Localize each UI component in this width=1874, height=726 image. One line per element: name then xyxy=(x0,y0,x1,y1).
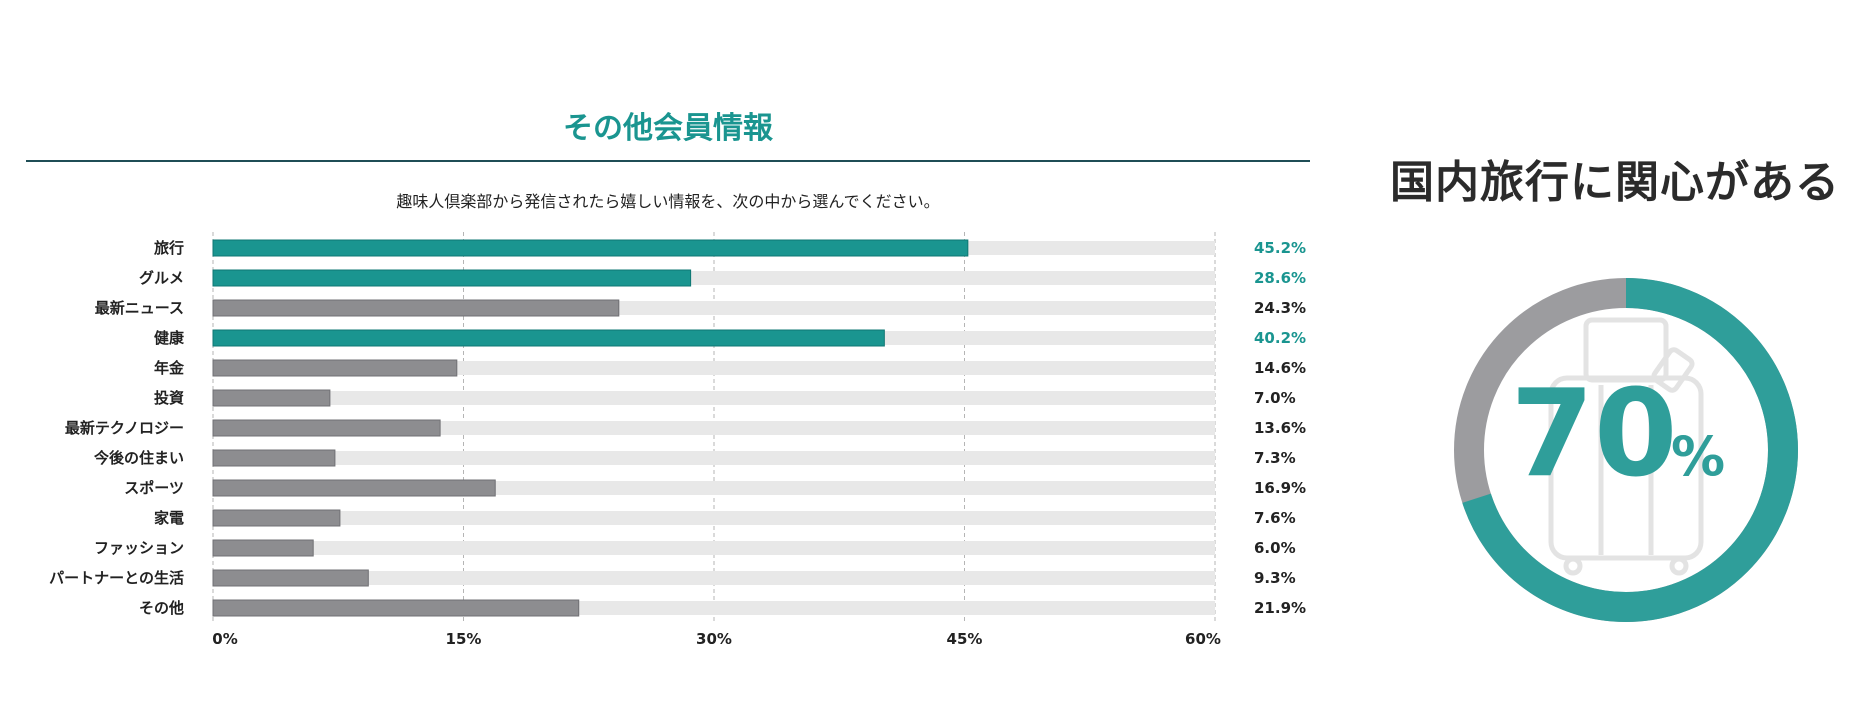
donut-value: 70 xyxy=(1511,365,1678,504)
value-label: 40.2% xyxy=(1254,329,1306,347)
category-label: 年金 xyxy=(154,359,185,377)
donut-slice-interested xyxy=(1454,278,1798,622)
value-label: 7.0% xyxy=(1254,389,1296,407)
value-label: 24.3% xyxy=(1254,299,1306,317)
donut-unit: % xyxy=(1671,425,1725,488)
bar-rows: 旅行 45.2% グルメ 28.6% 最新ニュース 24.3% 健康 40.2% 年金 14.6%… xyxy=(49,239,1306,617)
category-label: 今後の住まい xyxy=(93,449,184,467)
bar xyxy=(212,449,336,467)
bar-track xyxy=(213,511,1215,525)
bar-track xyxy=(213,571,1215,585)
bar xyxy=(212,389,331,407)
bar-track xyxy=(213,421,1215,435)
category-label: 最新テクノロジー xyxy=(65,419,184,437)
x-tick-label: 60% xyxy=(1185,630,1221,648)
donut-chart: 70% xyxy=(1454,278,1798,622)
x-tick-label: 15% xyxy=(446,630,482,648)
bar xyxy=(212,419,441,437)
value-label: 14.6% xyxy=(1254,359,1306,377)
value-label: 13.6% xyxy=(1254,419,1306,437)
category-label: 旅行 xyxy=(154,239,184,257)
bar-track xyxy=(213,451,1215,465)
value-label: 7.6% xyxy=(1254,509,1296,527)
bar-chart-subtitle: 趣味人倶楽部から発信されたら嬉しい情報を、次の中から選んでください。 xyxy=(396,192,939,211)
category-label: グルメ xyxy=(139,269,184,287)
donut-chart-title: 国内旅行に関心がある xyxy=(1390,157,1840,208)
bar xyxy=(212,329,885,347)
category-label: スポーツ xyxy=(124,479,184,497)
x-axis-ticks: 0% 15% 30% 45% 60% xyxy=(212,630,1221,648)
category-label: 家電 xyxy=(154,509,184,527)
category-label: その他 xyxy=(139,599,184,617)
bar-chart-title: その他会員情報 xyxy=(563,111,774,146)
category-label: 健康 xyxy=(154,329,185,347)
bar xyxy=(212,239,969,257)
grid-lines xyxy=(212,232,1216,622)
value-label: 6.0% xyxy=(1254,539,1296,557)
value-label: 7.3% xyxy=(1254,449,1296,467)
value-label: 21.9% xyxy=(1254,599,1306,617)
x-tick-label: 0% xyxy=(212,630,237,648)
value-label: 16.9% xyxy=(1254,479,1306,497)
x-tick-label: 45% xyxy=(947,630,983,648)
suitcase-icon xyxy=(1548,317,1704,576)
category-label: ファッション xyxy=(94,539,184,557)
category-label: パートナーとの生活 xyxy=(49,569,184,587)
bar xyxy=(212,539,314,557)
value-label: 9.3% xyxy=(1254,569,1296,587)
x-tick-label: 30% xyxy=(696,630,732,648)
bar xyxy=(212,599,580,617)
bar-track xyxy=(213,361,1215,375)
value-label: 28.6% xyxy=(1254,269,1306,287)
bar xyxy=(212,269,692,287)
bar xyxy=(212,569,369,587)
bar xyxy=(212,509,341,527)
bar xyxy=(212,359,458,377)
category-label: 投資 xyxy=(154,389,184,407)
value-label: 45.2% xyxy=(1254,239,1306,257)
category-label: 最新ニュース xyxy=(95,299,184,317)
bar xyxy=(212,479,496,497)
bar-track xyxy=(213,541,1215,555)
bar-track xyxy=(213,391,1215,405)
bar xyxy=(212,299,620,317)
